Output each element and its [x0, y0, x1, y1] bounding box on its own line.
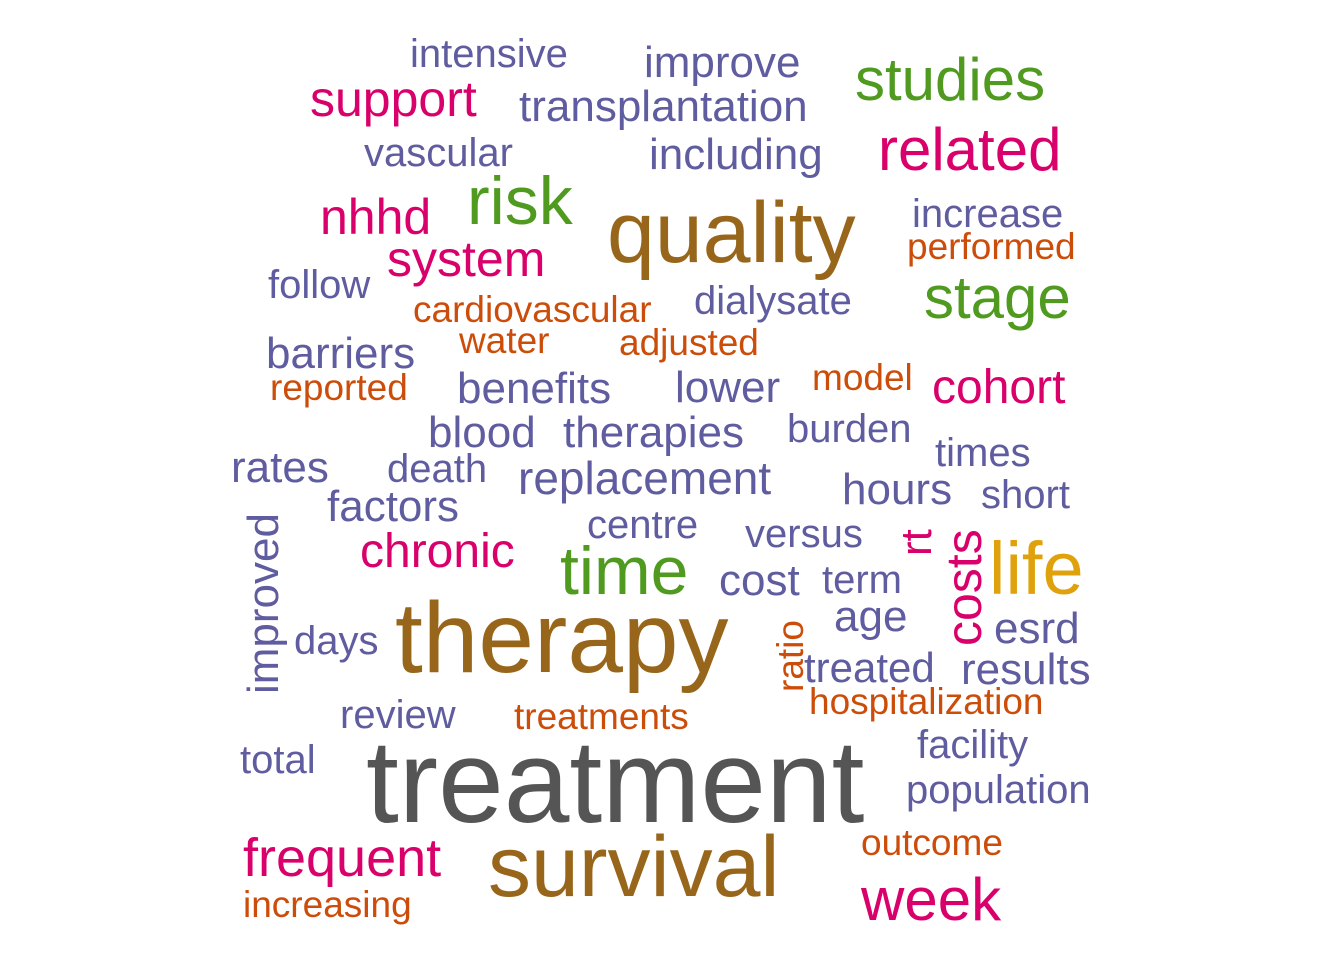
word-chronic: chronic [360, 525, 515, 578]
word-barriers: barriers [266, 329, 415, 378]
word-cohort: cohort [932, 361, 1065, 414]
word-esrd: esrd [994, 604, 1080, 653]
word-nhhd: nhhd [320, 189, 431, 245]
word-rt: rt [892, 529, 941, 556]
word-stage: stage [924, 264, 1071, 331]
word-support: support [310, 71, 477, 127]
word-treatments: treatments [514, 696, 689, 737]
word-outcome: outcome [861, 822, 1003, 863]
word-factors: factors [327, 482, 459, 531]
word-life: life [989, 527, 1084, 610]
word-model: model [812, 357, 913, 398]
word-benefits: benefits [457, 364, 611, 413]
word-versus: versus [745, 512, 863, 556]
word-burden: burden [787, 407, 912, 451]
word-population: population [906, 768, 1091, 812]
word-follow: follow [268, 263, 370, 307]
word-replacement: replacement [518, 452, 771, 504]
word-hours: hours [842, 465, 952, 514]
word-frequent: frequent [243, 828, 441, 888]
word-dialysate: dialysate [694, 279, 852, 323]
word-adjusted: adjusted [619, 322, 759, 363]
word-improve: improve [644, 38, 801, 87]
word-costs: costs [936, 529, 992, 646]
word-time: time [560, 533, 688, 609]
word-performed: performed [907, 226, 1076, 267]
word-hospitalization: hospitalization [809, 681, 1043, 722]
word-results: results [961, 645, 1091, 694]
word-transplantation: transplantation [519, 82, 808, 131]
word-increase: increase [912, 192, 1063, 236]
word-risk: risk [467, 163, 574, 239]
word-reported: reported [270, 367, 408, 408]
word-ratio: ratio [770, 620, 811, 692]
word-centre: centre [587, 503, 698, 547]
word-survival: survival [488, 819, 780, 915]
word-rates: rates [231, 443, 329, 492]
word-increasing: increasing [243, 884, 412, 925]
word-system: system [387, 231, 545, 287]
word-related: related [878, 116, 1061, 183]
word-cost: cost [719, 556, 800, 605]
word-short: short [981, 473, 1070, 517]
word-including: including [649, 130, 823, 179]
word-cardiovascular: cardiovascular [413, 289, 652, 330]
word-facility: facility [917, 723, 1028, 767]
word-term: term [822, 558, 902, 602]
word-days: days [294, 619, 379, 663]
word-improved: improved [239, 513, 288, 694]
word-therapy: therapy [395, 582, 729, 694]
word-treated: treated [804, 644, 935, 691]
word-vascular: vascular [364, 131, 513, 175]
word-water: water [458, 320, 549, 361]
word-therapies: therapies [563, 408, 744, 457]
word-total: total [240, 738, 316, 782]
word-review: review [340, 693, 456, 737]
word-blood: blood [428, 408, 536, 457]
word-intensive: intensive [410, 32, 568, 76]
word-quality: quality [607, 185, 856, 281]
word-death: death [387, 447, 487, 491]
word-week: week [860, 866, 1002, 933]
word-treatment: treatment [366, 716, 864, 848]
word-studies: studies [855, 46, 1045, 113]
word-lower: lower [675, 363, 780, 412]
word-times: times [935, 431, 1031, 475]
word-age: age [834, 592, 907, 641]
